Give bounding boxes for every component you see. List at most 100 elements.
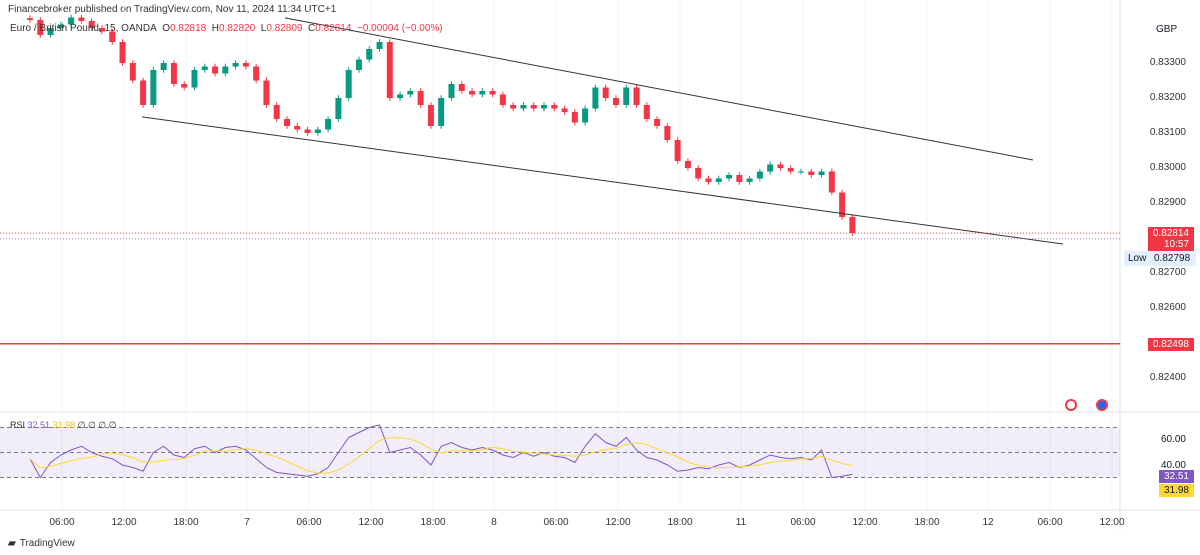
candle — [242, 63, 249, 67]
time-tick: 06:00 — [1037, 517, 1063, 528]
h-label: H — [211, 23, 220, 34]
time-tick: 7 — [244, 517, 250, 528]
candle — [818, 171, 825, 175]
time-tick: 18:00 — [173, 517, 199, 528]
time-tick: 12:00 — [852, 517, 878, 528]
economic-event-icon[interactable] — [1096, 399, 1108, 411]
candle — [715, 178, 722, 182]
candle — [88, 21, 95, 28]
publish-info: Financebroker published on TradingView.c… — [8, 4, 337, 15]
candle — [623, 87, 630, 105]
l-label: L — [260, 23, 267, 34]
candle — [253, 66, 260, 81]
candle — [643, 105, 650, 119]
time-tick: 18:00 — [667, 517, 693, 528]
rsi-axis-40: 40.00 — [1160, 460, 1186, 471]
candle — [489, 91, 496, 95]
candle — [98, 28, 105, 32]
symbol-name[interactable]: Euro / British Pound, 15, OANDA — [10, 23, 157, 34]
candle — [787, 168, 794, 172]
time-tick: 12:00 — [358, 517, 384, 528]
candle — [170, 63, 177, 84]
candle — [417, 91, 424, 105]
price-tick: 0.83200 — [1149, 92, 1186, 103]
candle — [664, 126, 671, 140]
candle — [119, 42, 126, 63]
rsi-axis-60: 60.00 — [1160, 434, 1186, 445]
candle — [654, 119, 661, 126]
candle — [366, 49, 373, 60]
candle — [705, 178, 712, 182]
candle — [263, 80, 270, 105]
price-tick: 0.82600 — [1149, 302, 1186, 313]
candle — [530, 105, 537, 109]
candle — [335, 98, 342, 119]
candle — [633, 87, 640, 105]
tradingview-logo-icon: ▰ — [8, 538, 16, 549]
candle — [273, 105, 280, 119]
candle — [345, 70, 352, 98]
candle — [191, 70, 198, 88]
candle — [294, 126, 301, 130]
rsi-value: 32.51 — [27, 420, 51, 430]
candle — [541, 105, 547, 109]
low-label: Low — [1124, 251, 1151, 266]
price-tick: 0.82400 — [1149, 372, 1186, 383]
time-tick: 06:00 — [543, 517, 569, 528]
time-tick: 12:00 — [605, 517, 631, 528]
candle — [57, 24, 64, 28]
lower-trendline — [141, 116, 1064, 245]
symbol-legend: Euro / British Pound, 15, OANDA O0.82818… — [10, 23, 443, 34]
candle — [582, 108, 589, 123]
price-tick: 0.83300 — [1149, 57, 1186, 68]
candle — [232, 63, 239, 67]
time-tick: 06:00 — [790, 517, 816, 528]
rsi-ma-value: 31.98 — [52, 420, 76, 430]
candle — [767, 164, 774, 172]
price-tick: 0.83000 — [1149, 162, 1186, 173]
level-tag: 0.82498 — [1147, 338, 1194, 351]
upper-trendline — [284, 17, 1034, 161]
candle — [520, 105, 527, 109]
candle — [109, 31, 116, 42]
rsi-ma-line — [29, 436, 853, 474]
low-value-tag: 0.82798 — [1150, 251, 1197, 266]
c-label: C — [308, 23, 316, 34]
rsi-legend: RSI 32.51 31.98 ∅ ∅ ∅ ∅ — [10, 420, 117, 431]
time-tick: 12:00 — [111, 517, 137, 528]
candle — [808, 171, 815, 175]
candle — [674, 140, 681, 161]
o-label: O — [162, 23, 171, 34]
close-value: 0.82814 — [315, 23, 352, 34]
candle — [499, 94, 506, 105]
event-icon[interactable] — [1065, 399, 1077, 411]
candle — [427, 105, 434, 126]
rsi-line — [29, 424, 853, 479]
candle — [386, 42, 393, 98]
candle — [201, 66, 208, 70]
candle — [469, 91, 476, 95]
candle — [140, 80, 147, 105]
last-price-tag: 0.82814 10:57 — [1147, 227, 1194, 251]
candle — [561, 108, 568, 112]
time-tick: 18:00 — [914, 517, 940, 528]
candle — [181, 84, 188, 88]
candle — [736, 175, 743, 182]
candle — [602, 87, 609, 98]
candle — [849, 217, 856, 234]
time-tick: 8 — [491, 517, 497, 528]
last-price: 0.82814 — [1152, 228, 1189, 239]
candle — [612, 98, 619, 105]
candle — [304, 129, 311, 133]
brand: TradingView — [19, 538, 75, 549]
candle — [479, 91, 486, 95]
time-tick: 12 — [982, 517, 994, 528]
candle — [325, 119, 332, 130]
candle — [571, 112, 578, 123]
candle — [47, 28, 54, 35]
time-tick: 11 — [735, 517, 747, 528]
low-value: 0.82809 — [266, 23, 303, 34]
open-value: 0.82818 — [170, 23, 207, 34]
price-tick: 0.82900 — [1149, 197, 1186, 208]
